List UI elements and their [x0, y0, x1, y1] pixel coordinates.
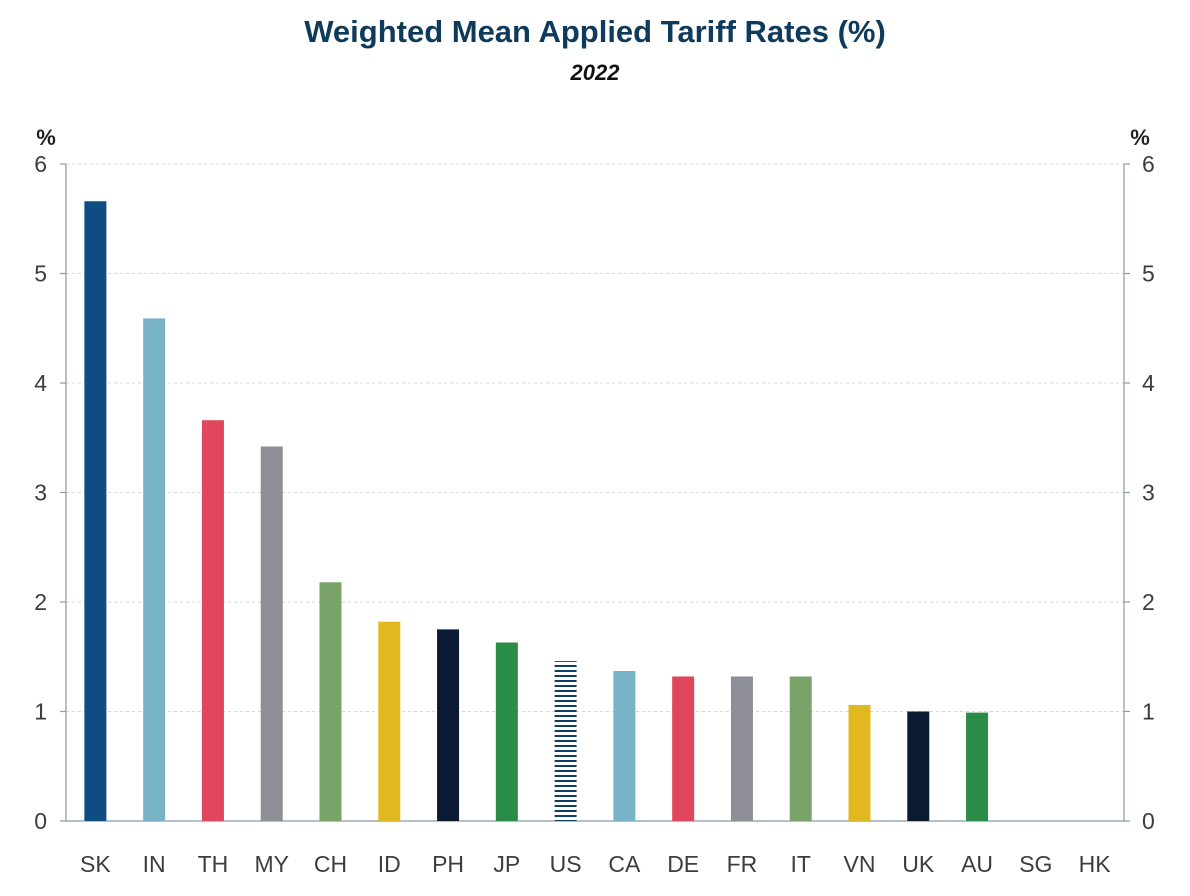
x-tick-label-sk: SK	[80, 851, 111, 877]
y-tick-label-left: 2	[34, 589, 47, 615]
y-tick-label-right: 4	[1142, 370, 1155, 396]
y-tick-label-left: 6	[34, 151, 47, 177]
bar-th	[201, 420, 224, 821]
chart-title: Weighted Mean Applied Tariff Rates (%)	[304, 14, 886, 49]
x-tick-label-in: IN	[143, 851, 166, 877]
bar-it	[789, 676, 812, 821]
y-tick-label-right: 5	[1142, 261, 1155, 287]
bar-ph	[437, 629, 460, 821]
chart-subtitle: 2022	[570, 60, 620, 85]
x-tick-label-ca: CA	[608, 851, 641, 877]
y-tick-label-left: 4	[34, 370, 47, 396]
y-tick-label-left: 0	[34, 808, 47, 834]
x-tick-label-id: ID	[378, 851, 401, 877]
bar-in	[143, 318, 166, 821]
bar-de	[672, 676, 695, 821]
bar-au	[966, 712, 989, 821]
x-tick-label-hk: HK	[1079, 851, 1112, 877]
x-tick-label-fr: FR	[727, 851, 758, 877]
x-tick-label-de: DE	[667, 851, 699, 877]
bar-ca	[613, 670, 636, 821]
bar-uk	[907, 711, 930, 821]
y-tick-label-left: 5	[34, 261, 47, 287]
y-unit-left: %	[36, 125, 56, 150]
x-tick-label-uk: UK	[902, 851, 935, 877]
y-tick-label-right: 3	[1142, 480, 1155, 506]
x-tick-label-it: IT	[790, 851, 810, 877]
bar-id	[378, 621, 401, 821]
bar-us	[554, 661, 577, 821]
y-tick-label-right: 1	[1142, 699, 1155, 725]
x-tick-label-ch: CH	[314, 851, 347, 877]
bar-vn	[848, 704, 871, 821]
tick-labels: 0 0 1 1 2 2 3 3 4 4 5 5 6 6 SK IN TH MY CH ID PH JP US CA DE FR IT…	[34, 151, 1155, 877]
y-tick-label-left: 1	[34, 699, 47, 725]
y-unit-right: %	[1130, 125, 1150, 150]
x-tick-label-ph: PH	[432, 851, 464, 877]
x-tick-label-au: AU	[961, 851, 993, 877]
bar-sk	[84, 201, 107, 822]
x-tick-label-us: US	[550, 851, 582, 877]
y-tick-label-right: 2	[1142, 589, 1155, 615]
bar-my	[260, 446, 283, 821]
x-tick-label-my: MY	[254, 851, 289, 877]
y-tick-label-right: 0	[1142, 808, 1155, 834]
bar-jp	[495, 642, 518, 821]
axes	[60, 163, 1130, 822]
bar-ch	[319, 582, 342, 821]
y-tick-label-left: 3	[34, 480, 47, 506]
y-tick-label-right: 6	[1142, 151, 1155, 177]
bars	[84, 201, 989, 822]
x-tick-label-vn: VN	[844, 851, 876, 877]
x-tick-label-jp: JP	[493, 851, 520, 877]
x-tick-label-th: TH	[198, 851, 229, 877]
bar-fr	[730, 676, 753, 821]
x-tick-label-sg: SG	[1019, 851, 1052, 877]
gridlines	[66, 163, 1124, 712]
